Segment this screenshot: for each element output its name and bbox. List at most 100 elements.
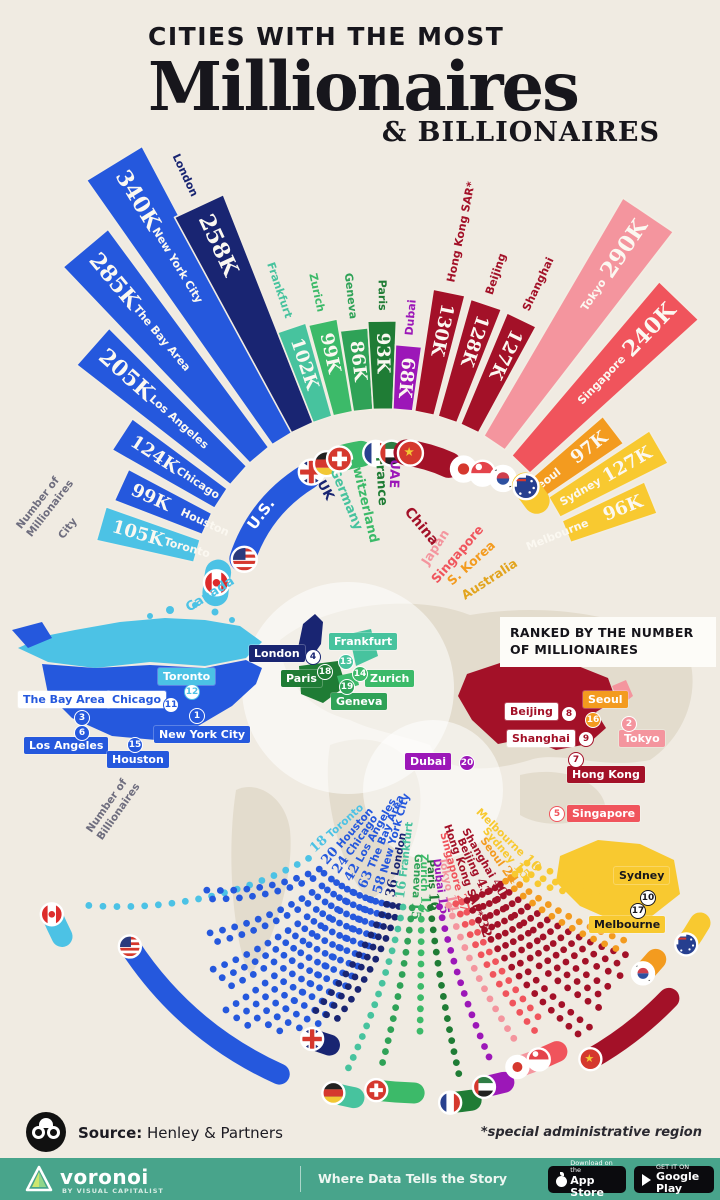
flag-ca-icon <box>39 902 64 927</box>
svg-text:68K: 68K <box>394 357 419 401</box>
country-label-UAE: UAE <box>386 459 402 489</box>
millionaire-bar-Shanghai <box>459 312 537 434</box>
rank-badge-1: 1 <box>189 708 205 724</box>
svg-text:Dubai: Dubai <box>403 299 419 336</box>
map-chip-melbourne: Melbourne <box>589 916 666 933</box>
flag-cn-icon: ★ <box>578 1046 603 1072</box>
play-icon <box>642 1173 651 1186</box>
google-play-badge[interactable]: GET IT ON Google Play <box>634 1163 714 1195</box>
map-chip-tokyo: Tokyo <box>619 730 665 747</box>
flag-au-icon <box>674 932 699 957</box>
map-chip-london: London <box>249 645 305 662</box>
billionaire-dots-Los Angeles <box>209 882 357 990</box>
title-kicker: CITIES WITH THE MOST <box>148 22 505 51</box>
millionaire-bar-Melbourne <box>561 481 658 544</box>
flag-de-icon <box>321 1080 346 1106</box>
flag-jp-icon <box>505 1054 530 1080</box>
millionaire-bar-Chicago <box>111 417 229 509</box>
flag-kr-icon <box>630 961 656 986</box>
title-block: CITIES WITH THE MOST Millionaires & BILL… <box>148 22 660 148</box>
flag-au-icon <box>512 473 540 501</box>
billionaire-dots-Toronto <box>85 854 312 910</box>
millionaire-bar-Tokyo <box>483 197 675 451</box>
flag-fr-icon <box>437 1090 463 1115</box>
rank-badge-4: 4 <box>305 649 321 665</box>
billionaire-dots-Singapore <box>452 898 542 1034</box>
millionaire-bar-Paris <box>366 320 398 411</box>
flag-us-icon <box>230 545 258 573</box>
flag-us-icon <box>117 934 143 959</box>
svg-text:Paris: Paris <box>376 280 389 312</box>
billionaire-dots-Houston <box>203 865 328 903</box>
map-chip-zurich: Zurich <box>365 670 415 687</box>
voronoi-brand-sub: BY VISUAL CAPITALIST <box>62 1187 164 1195</box>
svg-text:Beijing: Beijing <box>483 252 509 297</box>
svg-text:Geneva: Geneva <box>342 272 360 320</box>
map-chip-toronto: Toronto <box>158 668 216 685</box>
map-chip-paris: Paris <box>281 670 322 687</box>
billionaire-dots-Zurich <box>416 904 425 1035</box>
millionaire-bar-Houston <box>113 468 213 536</box>
flag-sg-icon <box>526 1047 551 1072</box>
billionaire-label-Dubai: Dubai 15 <box>429 858 451 916</box>
svg-text:86K: 86K <box>345 340 371 384</box>
app-store-badge[interactable]: Download on the App Store <box>548 1160 626 1198</box>
map-chip-frankfurt: Frankfurt <box>329 633 398 650</box>
rank-badge-13: 13 <box>338 654 354 670</box>
svg-text:Shanghai: Shanghai <box>520 255 557 313</box>
millionaire-bar-The Bay Area <box>62 228 270 464</box>
rank-badge-17: 17 <box>630 903 646 919</box>
map-chip-houston: Houston <box>107 751 169 768</box>
rank-badge-2: 2 <box>621 716 637 732</box>
rank-badge-5: 5 <box>549 806 565 822</box>
rank-badge-15: 15 <box>127 737 143 753</box>
map-chip-dubai: Dubai <box>405 753 452 770</box>
millionaire-bar-Frankfurt <box>276 322 333 424</box>
billionaire-dots-Chicago <box>206 875 340 945</box>
rank-badge-12: 12 <box>184 684 200 700</box>
billionaire-dots-Dubai <box>436 903 493 1061</box>
rank-badge-19: 19 <box>339 679 355 695</box>
rank-badge-6: 6 <box>74 725 90 741</box>
svg-text:★: ★ <box>584 1052 594 1065</box>
billionaire-dots-Shanghai <box>486 881 629 979</box>
svg-text:Hong Kong SAR*: Hong Kong SAR* <box>444 180 477 283</box>
rank-badge-9: 9 <box>578 731 594 747</box>
rank-badge-3: 3 <box>74 710 90 726</box>
map-chip-chicago: Chicago <box>107 691 167 708</box>
flag-cn-icon: ★ <box>396 439 425 467</box>
map-chip-los-angeles: Los Angeles <box>24 737 109 754</box>
millionaire-bar-Hong Kong SAR* <box>413 288 466 417</box>
billionaire-dots-Frankfurt <box>345 903 407 1072</box>
millionaire-bar-Singapore <box>510 280 700 474</box>
page-title: Millionaires <box>148 47 580 126</box>
map-chip-beijing: Beijing <box>505 703 558 720</box>
rank-badge-18: 18 <box>317 664 333 680</box>
flag-ca-icon <box>202 569 231 597</box>
billionaire-dots-Hong Kong SAR* <box>463 894 593 1038</box>
billionaire-dots-Beijing <box>473 888 612 1011</box>
millionaire-bar-Sydney <box>547 429 669 519</box>
footer-divider <box>300 1166 301 1192</box>
map-chip-hong-kong: Hong Kong <box>567 766 645 783</box>
special-region-note: *special administrative region <box>480 1125 702 1140</box>
svg-text:London: London <box>170 152 201 199</box>
rank-badge-20: 20 <box>459 755 475 771</box>
billionaire-dots-Sydney <box>511 866 606 900</box>
apple-icon <box>556 1171 568 1187</box>
rank-badge-16: 16 <box>585 712 601 728</box>
flag-uk-icon <box>299 1026 325 1052</box>
svg-text:93K: 93K <box>372 333 393 375</box>
flag-ch-icon <box>364 1077 389 1103</box>
millionaire-bar-Zurich <box>307 318 354 417</box>
billionaire-dots-Seoul <box>502 874 628 952</box>
map-chip-singapore: Singapore <box>567 805 641 822</box>
map-chip-the-bay-area: The Bay Area <box>18 691 110 708</box>
flag-kr-icon <box>489 464 517 493</box>
map-chip-seoul: Seoul <box>583 691 628 708</box>
title-sub: & BILLIONAIRES <box>381 117 660 149</box>
map-chip-new-york-city: New York City <box>154 726 251 743</box>
footer-tagline: Where Data Tells the Story <box>318 1171 508 1186</box>
